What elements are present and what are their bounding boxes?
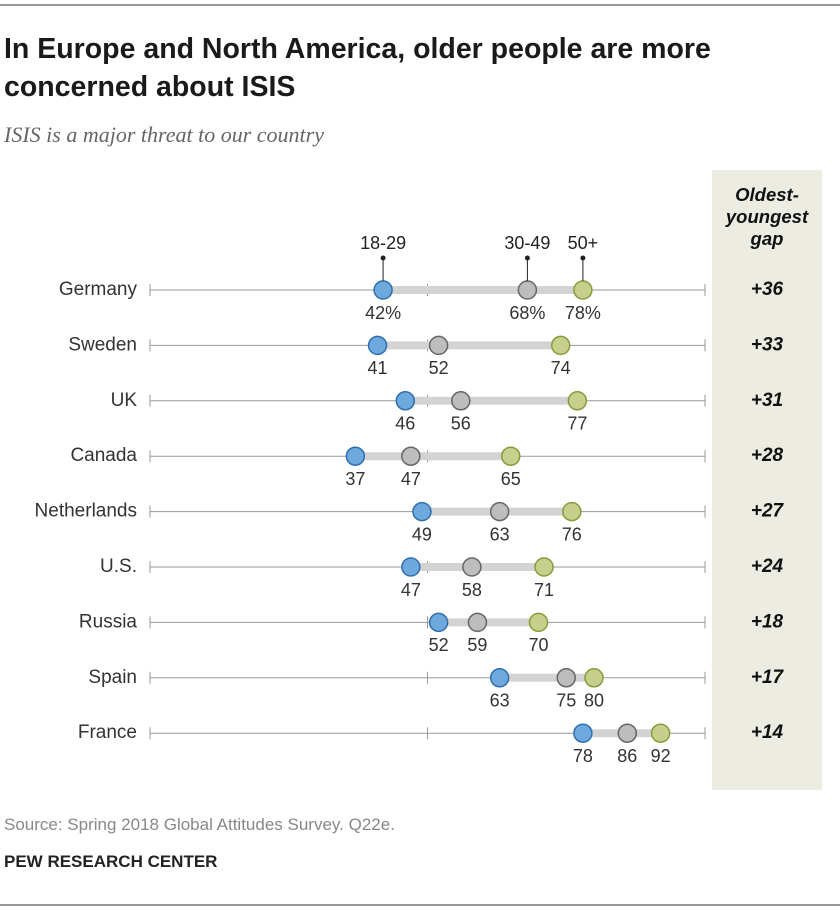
value-label: 78% [565,303,601,323]
dot [567,391,588,411]
value-label: 70 [528,635,548,655]
dot [650,723,671,743]
dot [584,668,604,688]
value-label: 56 [451,414,471,434]
value-label: 76 [562,524,582,544]
gap-value: +18 [751,611,784,632]
category-label: Russia [79,611,138,632]
value-label: 58 [462,580,482,600]
dot [501,446,521,466]
legend-leader-dot [380,255,386,261]
value-label: 52 [429,358,449,378]
dot [462,557,482,577]
dot [395,391,416,411]
value-label: 42% [365,303,401,323]
legend-leader-dot [580,255,586,261]
value-label: 47 [401,469,421,489]
category-label: France [78,722,137,743]
value-label: 37 [345,469,365,489]
dot [489,668,510,688]
value-label: 80 [584,691,604,711]
value-label: 75 [556,691,576,711]
legend-label: 18-29 [360,233,406,253]
dot [556,668,576,688]
dot [401,557,421,577]
value-label: 71 [534,580,554,600]
gap-value: +24 [751,556,784,577]
legend-label: 50+ [568,233,599,253]
value-label: 74 [551,358,571,378]
value-label: 63 [490,524,510,544]
category-label: UK [111,390,138,411]
dot [550,335,571,356]
value-label: 47 [401,580,421,600]
dot [412,501,432,522]
dot [373,280,393,300]
category-label: Germany [59,279,138,300]
gap-value: +36 [751,279,784,300]
credit: PEW RESEARCH CENTER [4,852,218,871]
gap-header: Oldest- youngest gap [725,184,809,249]
value-label: 63 [490,691,510,711]
dot [428,612,449,633]
dot [517,280,538,300]
value-label: 41 [368,358,388,378]
category-label: Sweden [68,334,137,355]
dot [467,612,488,633]
dot [428,335,449,356]
category-label: Netherlands [35,501,137,522]
dot [562,501,582,522]
value-label: 52 [429,635,449,655]
chart-subtitle: ISIS is a major threat to our country [4,122,324,147]
category-label: Spain [88,667,137,688]
dot [528,612,549,633]
dot [451,391,471,411]
value-label: 92 [651,746,671,766]
value-label: 59 [467,635,487,655]
dot [489,501,510,522]
value-label: 68% [509,303,545,323]
category-label: Canada [70,445,137,466]
gap-value: +27 [751,501,785,522]
value-label: 78 [573,746,593,766]
dot [534,557,554,577]
source: Source: Spring 2018 Global Attitudes Sur… [4,815,395,834]
legend-leader-dot [524,255,530,261]
legend-label: 30-49 [504,233,550,253]
dot [573,280,593,300]
gap-value: +14 [751,722,784,743]
dot [345,446,366,466]
gap-column [712,170,822,790]
chart-title: In Europe and North America, older peopl… [4,33,711,103]
dot [573,723,593,743]
dot [401,446,421,466]
value-label: 86 [617,746,637,766]
value-label: 77 [567,414,587,434]
gap-value: +33 [751,334,784,355]
dot [617,723,638,743]
gap-value: +17 [751,667,785,688]
dot [367,335,388,356]
category-label: U.S. [100,556,137,577]
gap-value: +28 [751,445,784,466]
value-label: 49 [412,524,432,544]
gap-value: +31 [751,390,783,411]
value-label: 65 [501,469,521,489]
value-label: 46 [395,414,415,434]
